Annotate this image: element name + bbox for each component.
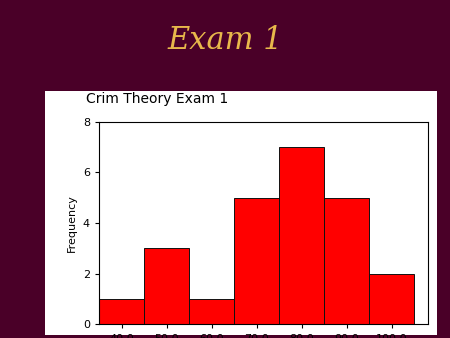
Bar: [369, 274, 414, 324]
Bar: [234, 198, 279, 324]
Bar: [99, 299, 144, 324]
Bar: [189, 299, 234, 324]
Y-axis label: Frequency: Frequency: [68, 194, 77, 252]
Text: Crim Theory Exam 1: Crim Theory Exam 1: [86, 93, 228, 106]
Bar: [279, 147, 324, 324]
Bar: [144, 248, 189, 324]
Text: Exam 1: Exam 1: [167, 25, 283, 56]
Bar: [324, 198, 369, 324]
